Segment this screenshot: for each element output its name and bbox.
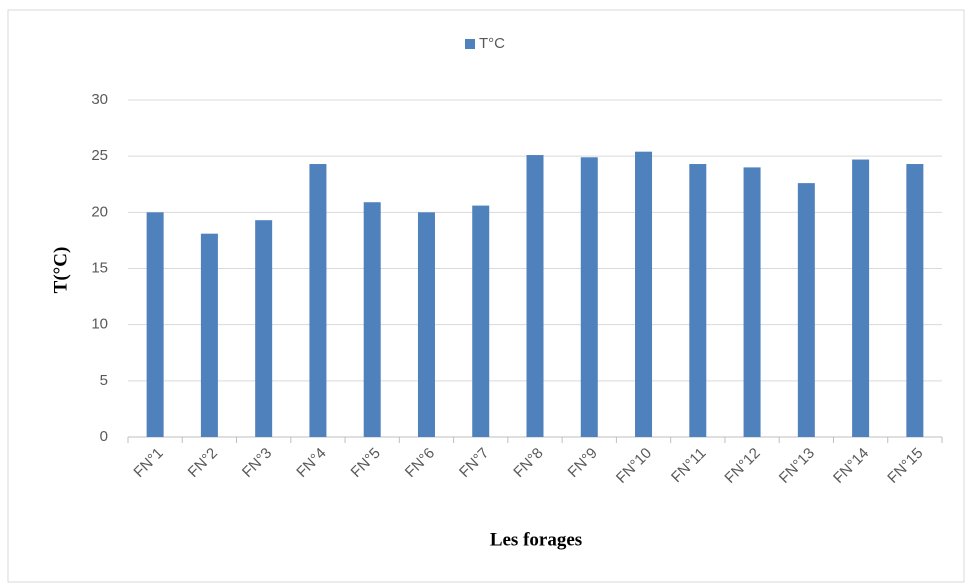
bar — [635, 151, 653, 437]
x-tick-label: FN°4 — [293, 445, 329, 481]
x-tick-label: FN°1 — [130, 445, 166, 481]
x-tick-label: FN°2 — [185, 445, 221, 481]
y-tick-label: 0 — [100, 428, 108, 445]
bar — [255, 220, 273, 437]
y-tick-label: 30 — [91, 91, 108, 108]
bar — [309, 164, 327, 437]
bar — [852, 159, 870, 437]
x-tick-label: FN°3 — [239, 445, 275, 481]
y-tick-label: 5 — [100, 372, 108, 389]
bar — [689, 164, 707, 437]
y-tick-label: 15 — [91, 259, 108, 276]
x-tick-label: FN°6 — [402, 445, 438, 481]
bar — [417, 212, 435, 437]
chart-frame — [7, 9, 965, 583]
bar — [200, 233, 218, 437]
x-tick-label: FN°13 — [776, 445, 818, 487]
x-tick-label: FN°11 — [668, 445, 709, 486]
y-tick-label: 25 — [91, 147, 108, 164]
bar — [580, 157, 598, 438]
x-tick-label: FN°12 — [721, 445, 763, 487]
y-tick-label: 20 — [91, 203, 108, 220]
x-tick-label: FN°9 — [565, 445, 601, 481]
y-tick-label: 10 — [91, 316, 108, 333]
bar — [797, 183, 815, 437]
bar — [472, 205, 490, 437]
legend-swatch — [465, 39, 475, 49]
x-tick-label: FN°7 — [456, 445, 492, 481]
bar — [146, 212, 164, 437]
x-tick-label: FN°15 — [884, 445, 926, 487]
bar — [743, 167, 761, 437]
x-tick-label: FN°8 — [510, 445, 546, 481]
x-tick-label: FN°14 — [830, 445, 872, 487]
y-axis-title: T(°C) — [50, 247, 71, 294]
x-axis-title: Les forages — [490, 529, 582, 550]
x-tick-label: FN°10 — [613, 445, 655, 487]
legend-label: T°C — [479, 35, 505, 52]
x-tick-label: FN°5 — [348, 445, 384, 481]
bar — [526, 155, 544, 437]
bar — [906, 164, 924, 437]
bar — [363, 202, 381, 437]
